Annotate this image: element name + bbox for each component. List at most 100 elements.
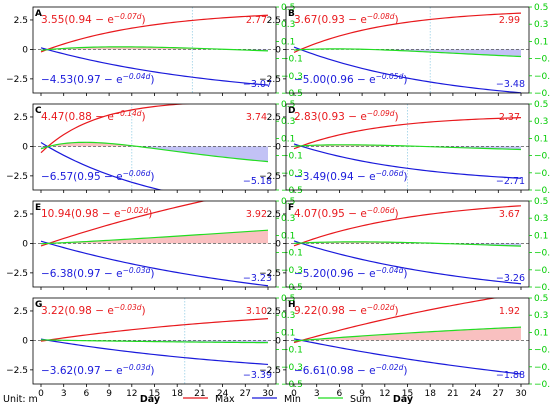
- min-series-line: [293, 46, 522, 93]
- y-right-tick-label: 0.1: [281, 231, 295, 241]
- y-right-tick-label: −0.5: [534, 186, 550, 196]
- y-right-tick-label: −0.1: [534, 249, 550, 259]
- min-series-line: [40, 338, 269, 366]
- panel-e: 2.5 0 −2.5 0.5 0.3 0.1 −0.1 −0.3 −0.5 E 10.94(0.98…: [6, 197, 303, 293]
- y-left-tick-label: 0: [22, 45, 28, 55]
- y-right-tick-label: 0.1: [534, 328, 548, 338]
- x-tick-label: 21: [194, 389, 205, 399]
- max-equation: 3.22(0.98 − e−0.03d): [41, 303, 146, 317]
- y-left-tick-label: 0: [275, 239, 281, 249]
- plot-area: [33, 7, 276, 93]
- x-tick-label: 24: [217, 389, 229, 399]
- y-right-tick-label: 0.3: [281, 311, 295, 321]
- max-equation: 4.07(0.95 − e−0.06d): [294, 206, 399, 220]
- y-right-tick-label: 0.5: [534, 294, 548, 304]
- plot-area: [33, 104, 276, 190]
- y-right-tick-label: −0.3: [281, 266, 303, 276]
- max-equation: 4.47(0.88 − e−0.14d): [41, 109, 146, 123]
- max-end-label: 1.92: [499, 306, 520, 317]
- figure-footer: Unit: m Day Day Max Min Sum: [3, 394, 414, 405]
- y-left-tick-label: 0: [275, 142, 281, 152]
- min-equation: −6.57(0.95 − e−0.06d): [41, 169, 154, 183]
- y-right-tick-label: 0.3: [534, 20, 548, 30]
- min-equation: −3.62(0.97 − e−0.03d): [41, 363, 154, 377]
- y-right-tick-label: 0.3: [281, 214, 295, 224]
- min-series-line: [40, 47, 269, 86]
- y-left-tick-label: 2.5: [267, 16, 281, 26]
- y-right-tick-label: −0.5: [534, 283, 550, 293]
- panel-h: 2.50−2.50.50.30.1−0.1−0.3−0.503691215182…: [259, 294, 550, 399]
- max-equation: 2.83(0.93 − e−0.09d): [294, 109, 399, 123]
- y-right-tick-label: −0.1: [534, 55, 550, 65]
- legend-sum-label: Sum: [350, 394, 371, 405]
- max-end-label: 3.10: [246, 306, 267, 317]
- y-right-tick-label: 0.5: [281, 3, 295, 13]
- max-end-label: 2.77: [246, 15, 267, 26]
- x-tick-label: 27: [493, 389, 504, 399]
- y-right-tick-label: −0.1: [281, 152, 303, 162]
- y-right-tick-label: −0.5: [281, 89, 303, 99]
- plot-area: [286, 104, 529, 190]
- y-right-tick-label: −0.1: [281, 55, 303, 65]
- sum-series-line: [40, 339, 269, 344]
- max-series-line: [40, 14, 269, 53]
- y-left-tick-label: −2.5: [6, 172, 28, 182]
- panel-b: 2.5 0 −2.5 0.5 0.3 0.1 −0.1 −0.3 −0.5 B3.67(0.93 …: [259, 3, 550, 99]
- y-right-tick-label: −0.5: [281, 283, 303, 293]
- y-right-tick-label: 0.1: [281, 37, 295, 47]
- max-end-label: 3.67: [499, 209, 520, 220]
- y-left-tick-label: 0: [22, 336, 28, 346]
- x-tick-label: 0: [291, 389, 297, 399]
- x-tick-label: 6: [337, 389, 343, 399]
- y-left-tick-label: −2.5: [259, 75, 281, 85]
- panel-g: 2.50−2.50.50.30.1−0.1−0.3−0.50 3 6 9 12 15 18 2…: [6, 294, 303, 399]
- max-end-label: 3.74: [246, 112, 267, 123]
- max-equation: 9.22(0.98 − e−0.02d): [294, 303, 399, 317]
- y-right-tick-label: −0.3: [534, 169, 550, 179]
- y-right-tick-label: −0.3: [281, 72, 303, 82]
- x-tick-label: 30: [262, 389, 274, 399]
- x-tick-label: 30: [515, 389, 527, 399]
- x-tick-label: 15: [402, 389, 413, 399]
- sum-series-line: [293, 241, 522, 247]
- panel-f: 2.5 0 −2.5 0.5 0.3 0.1 −0.1 −0.3 −0.5 F4.07(0.95 …: [259, 197, 550, 293]
- y-right-tick-label: 0.1: [281, 134, 295, 144]
- min-end-label: −3.39: [243, 370, 272, 381]
- sum-series-line: [40, 229, 269, 245]
- y-right-tick-label: 0.3: [534, 117, 548, 127]
- y-right-tick-label: 0.3: [281, 117, 295, 127]
- max-equation: 10.94(0.98 − e−0.02d): [41, 206, 152, 220]
- min-equation: −4.53(0.97 − e−0.04d): [41, 72, 154, 86]
- sum-series-line: [293, 48, 522, 58]
- max-end-label: 3.92: [246, 209, 267, 220]
- y-right-tick-label: 0.3: [281, 20, 295, 30]
- max-series-line: [293, 12, 522, 53]
- y-right-tick-label: −0.5: [534, 89, 550, 99]
- panel-label: B: [288, 9, 295, 19]
- y-right-tick-label: 0.5: [534, 100, 548, 110]
- legend-max-label: Max: [215, 394, 235, 405]
- sum-series-line: [293, 326, 522, 342]
- x-tick-label: 9: [359, 389, 365, 399]
- min-end-label: −3.23: [243, 273, 272, 284]
- y-right-tick-label: 0.5: [281, 197, 295, 207]
- y-right-tick-label: 0.1: [534, 134, 548, 144]
- y-right-tick-label: 0.3: [534, 311, 548, 321]
- plot-area: [286, 205, 529, 285]
- y-right-tick-label: −0.5: [281, 186, 303, 196]
- min-end-label: −2.71: [496, 176, 525, 187]
- x-tick-label: 18: [171, 389, 183, 399]
- x-tick-label: 18: [424, 389, 436, 399]
- panel-c: 2.5 0 −2.5 0.5 0.3 0.1 −0.1 −0.3 −0.5 C 4.47(0.88 …: [6, 100, 303, 196]
- x-tick-label: 21: [447, 389, 458, 399]
- x-tick-label: 12: [379, 389, 390, 399]
- max-series-line: [40, 318, 269, 342]
- y-right-tick-label: 0.3: [534, 214, 548, 224]
- y-left-tick-label: −2.5: [6, 269, 28, 279]
- y-left-tick-label: 0: [22, 239, 28, 249]
- panel-a: 2.5 0 −2.5 0.5 0.3 0.1 −0.1 −0.3 −0.5 A 3.55(0.94 …: [6, 3, 303, 99]
- max-equation: 3.67(0.93 − e−0.08d): [294, 12, 399, 26]
- y-left-tick-label: 2.5: [14, 113, 28, 123]
- max-end-label: 2.37: [499, 112, 520, 123]
